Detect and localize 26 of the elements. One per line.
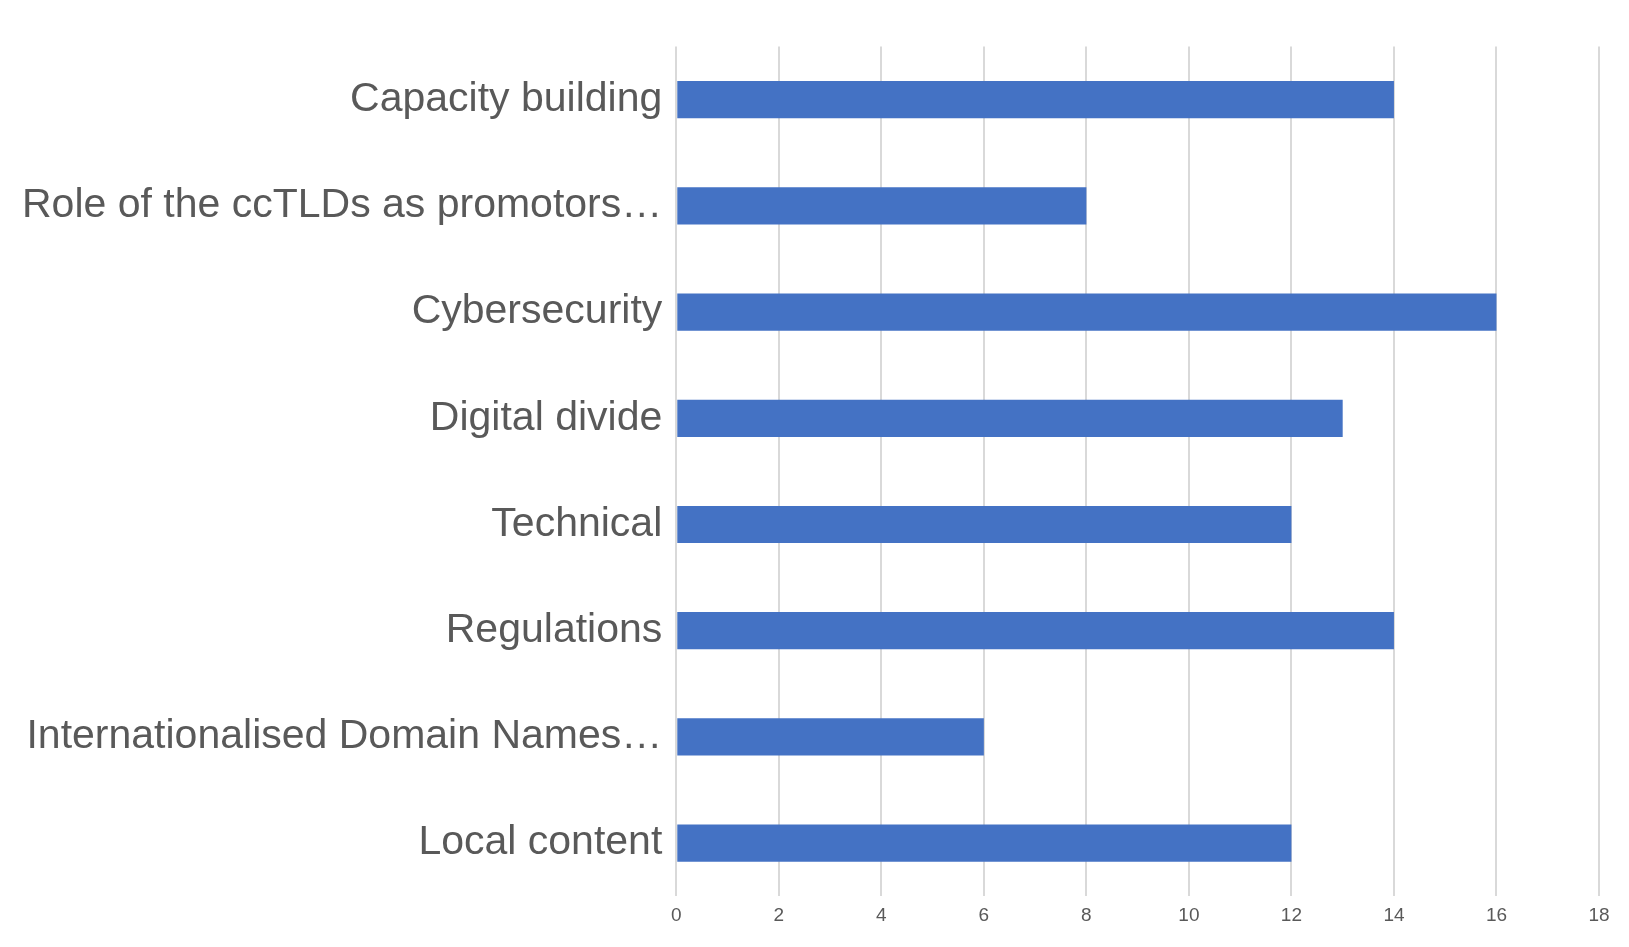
y-tick-label: Capacity building <box>350 74 663 121</box>
x-tick-label: 2 <box>773 903 785 925</box>
bar <box>677 505 1292 544</box>
x-tick-label: 16 <box>1485 903 1508 925</box>
bar <box>677 612 1394 650</box>
x-tick-label: 0 <box>671 903 682 925</box>
y-tick-label: Regulations <box>445 605 663 652</box>
bar <box>677 81 1394 119</box>
x-tick-label: 8 <box>1081 903 1092 925</box>
bar <box>677 293 1497 331</box>
bar <box>677 824 1292 862</box>
x-tick-label: 6 <box>978 903 990 925</box>
x-tick-label: 10 <box>1178 903 1200 925</box>
y-tick-label: Local content <box>418 817 663 864</box>
bar <box>677 718 984 756</box>
x-tick-label: 14 <box>1383 903 1405 925</box>
x-tick-label: 18 <box>1588 903 1610 925</box>
y-tick-label: Technical <box>491 498 663 545</box>
bar <box>677 399 1343 437</box>
y-tick-label: Role of the ccTLDs as promotors… <box>21 180 663 227</box>
x-tick-label: 4 <box>876 903 888 925</box>
bar <box>677 187 1087 225</box>
y-tick-label: Internationalised Domain Names… <box>26 711 663 758</box>
y-tick-label: Cybersecurity <box>411 286 663 333</box>
x-tick-label: 12 <box>1280 903 1302 925</box>
y-tick-label: Digital divide <box>429 392 663 439</box>
